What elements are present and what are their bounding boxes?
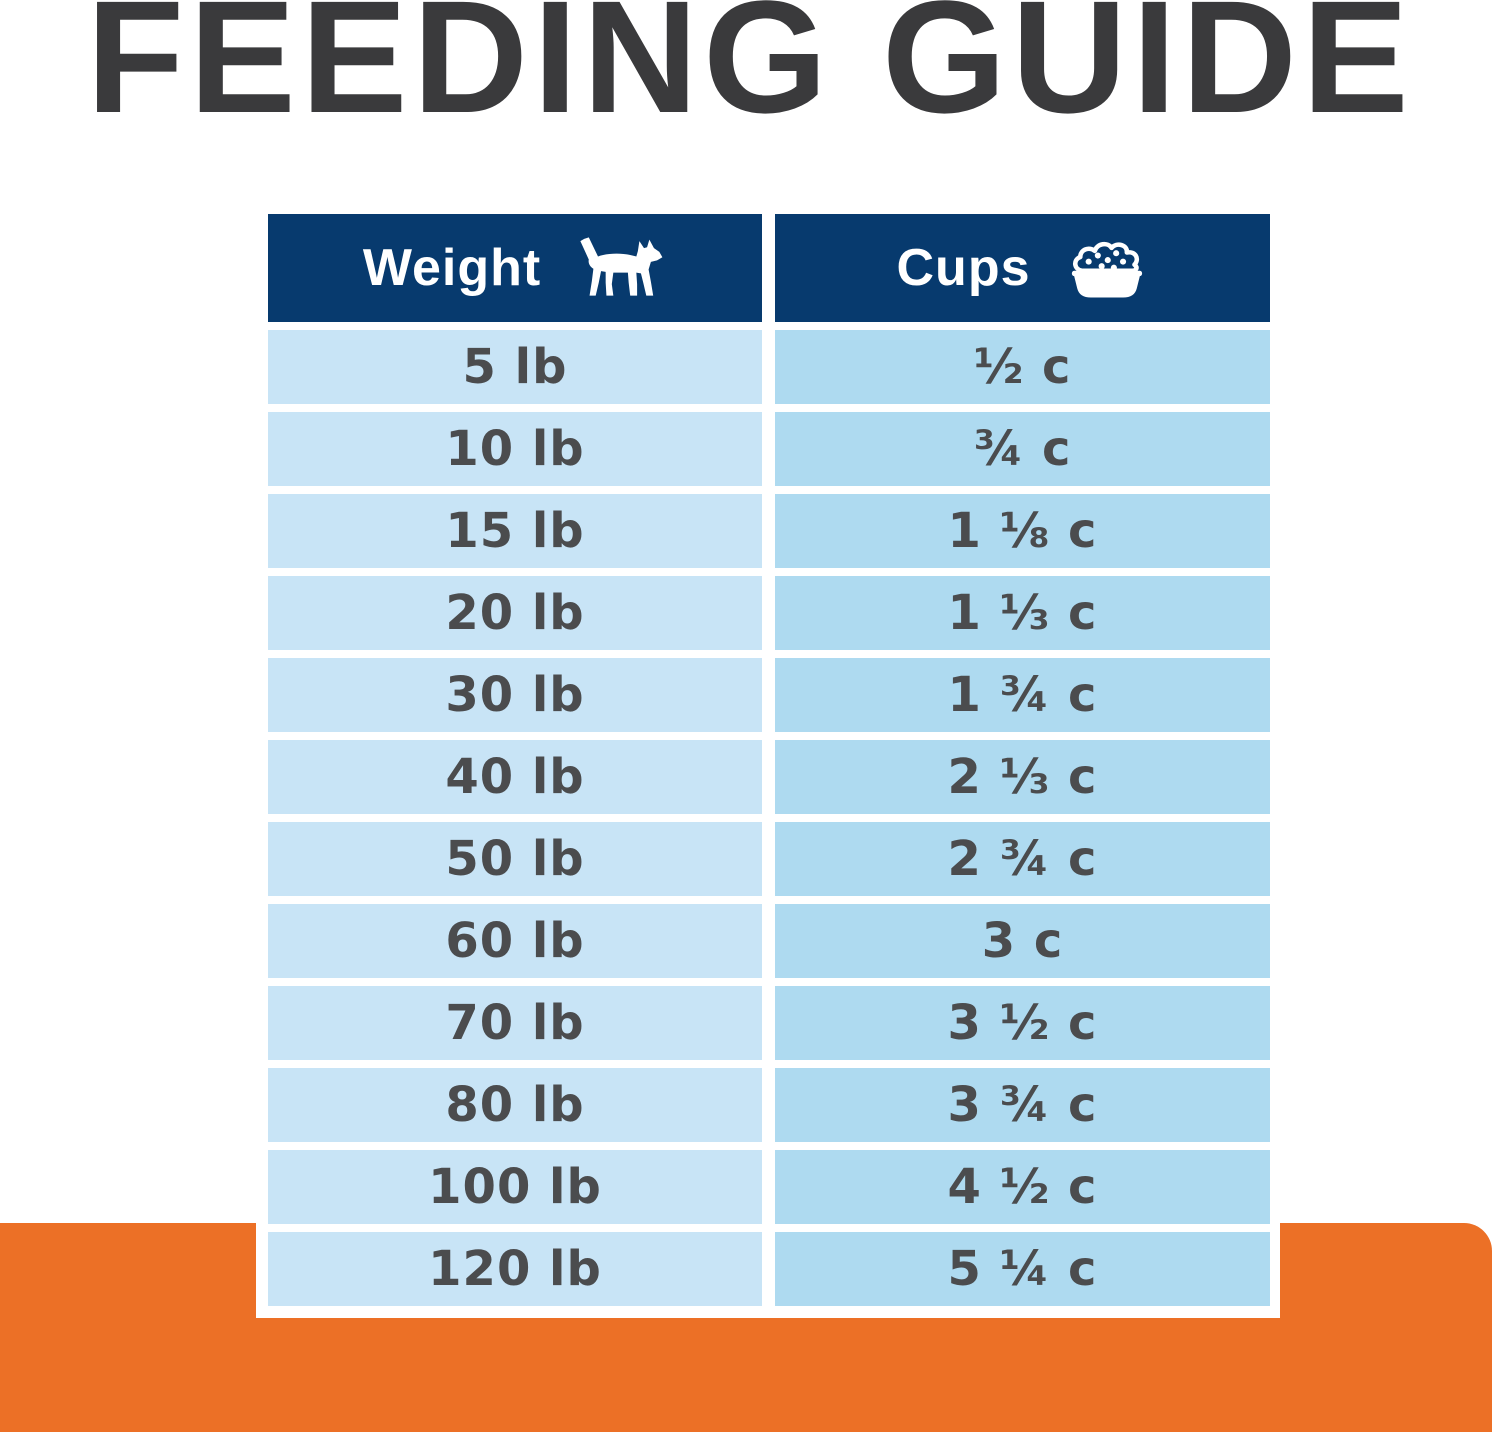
table-row: 50 lb 2 ¾ c — [268, 822, 1270, 896]
cups-cell: 2 ¾ c — [775, 822, 1270, 896]
weight-cell: 80 lb — [268, 1068, 762, 1142]
cups-cell: 4 ½ c — [775, 1150, 1270, 1224]
cups-cell: 3 ½ c — [775, 986, 1270, 1060]
weight-cell: 100 lb — [268, 1150, 762, 1224]
cups-cell: 5 ¼ c — [775, 1232, 1270, 1306]
weight-cell: 40 lb — [268, 740, 762, 814]
dog-icon — [575, 234, 667, 302]
table-row: 5 lb ½ c — [268, 330, 1270, 404]
weight-cell: 15 lb — [268, 494, 762, 568]
table-row: 60 lb 3 c — [268, 904, 1270, 978]
cups-cell: 1 ⅓ c — [775, 576, 1270, 650]
weight-cell: 30 lb — [268, 658, 762, 732]
page-title: FEEDING GUIDE — [86, 0, 1414, 146]
table-row: 30 lb 1 ¾ c — [268, 658, 1270, 732]
cups-column-header: Cups — [775, 214, 1270, 322]
weight-header-label: Weight — [362, 239, 542, 297]
cups-cell: ¾ c — [775, 412, 1270, 486]
dog-bowl-icon — [1065, 237, 1149, 300]
table-row: 80 lb 3 ¾ c — [268, 1068, 1270, 1142]
weight-cell: 5 lb — [268, 330, 762, 404]
weight-cell: 60 lb — [268, 904, 762, 978]
table-row: 100 lb 4 ½ c — [268, 1150, 1270, 1224]
table-panel: Weight Cups — [256, 200, 1280, 1318]
weight-cell: 10 lb — [268, 412, 762, 486]
cups-cell: 2 ⅓ c — [775, 740, 1270, 814]
weight-cell: 20 lb — [268, 576, 762, 650]
table-header-row: Weight Cups — [268, 214, 1270, 322]
cups-header-label: Cups — [896, 239, 1031, 297]
cups-cell: 3 c — [775, 904, 1270, 978]
table-row: 120 lb 5 ¼ c — [268, 1232, 1270, 1306]
weight-cell: 50 lb — [268, 822, 762, 896]
weight-cell: 70 lb — [268, 986, 762, 1060]
cups-cell: 1 ⅛ c — [775, 494, 1270, 568]
table-row: 40 lb 2 ⅓ c — [268, 740, 1270, 814]
weight-column-header: Weight — [268, 214, 762, 322]
table-row: 15 lb 1 ⅛ c — [268, 494, 1270, 568]
feeding-table: Weight Cups — [268, 214, 1270, 1314]
table-row: 10 lb ¾ c — [268, 412, 1270, 486]
table-body: 5 lb ½ c 10 lb ¾ c 15 lb 1 ⅛ c 20 lb 1 ⅓… — [268, 330, 1270, 1306]
cups-cell: ½ c — [775, 330, 1270, 404]
cups-cell: 1 ¾ c — [775, 658, 1270, 732]
weight-cell: 120 lb — [268, 1232, 762, 1306]
table-row: 20 lb 1 ⅓ c — [268, 576, 1270, 650]
cups-cell: 3 ¾ c — [775, 1068, 1270, 1142]
table-row: 70 lb 3 ½ c — [268, 986, 1270, 1060]
